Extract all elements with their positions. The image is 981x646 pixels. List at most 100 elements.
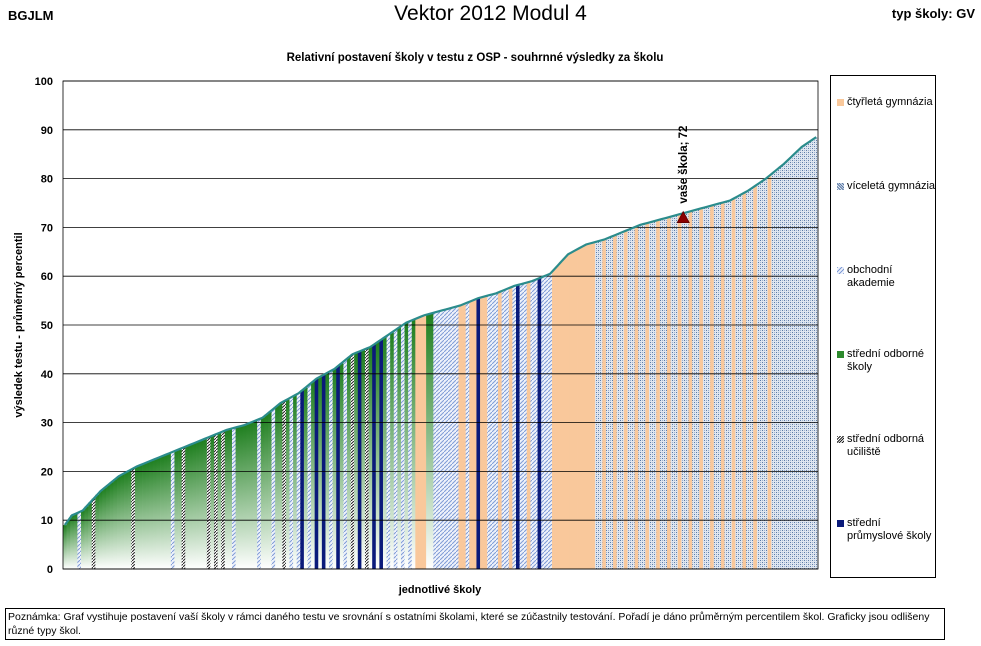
- bar-school-198: [771, 172, 776, 570]
- bar-school-157: [623, 230, 628, 569]
- bar-school-24: [145, 462, 150, 569]
- bar-school-86: [368, 346, 373, 569]
- bar-school-127: [516, 284, 520, 569]
- bar-school-189: [738, 194, 743, 569]
- bar-school-177: [695, 209, 700, 569]
- bar-school-52: [246, 423, 251, 569]
- legend-label-vicelet: víceletá gymnázia: [847, 180, 936, 192]
- bar-school-159: [631, 227, 635, 569]
- bar-school-14: [109, 482, 114, 569]
- legend-swatch-sps: [837, 520, 844, 527]
- bar-school-69: [307, 384, 312, 569]
- bar-school-169: [667, 217, 671, 569]
- bar-school-186: [728, 200, 733, 569]
- bar-school-115: [472, 299, 477, 569]
- bar-school-4: [73, 513, 78, 569]
- legend-label-sou: střední odborná učiliště: [847, 433, 925, 458]
- bar-school-176: [692, 210, 697, 569]
- bar-school-162: [641, 223, 646, 570]
- bar-school-51: [242, 425, 247, 569]
- bar-school-168: [663, 218, 668, 569]
- bar-school-170: [670, 216, 675, 569]
- bar-school-9: [91, 498, 96, 569]
- bar-school-76: [332, 368, 337, 569]
- bar-school-74: [325, 372, 330, 569]
- legend-label-sps: střední průmyslové školy: [847, 517, 932, 542]
- bar-school-26: [152, 459, 157, 569]
- bar-school-156: [620, 232, 625, 569]
- legend-swatch-ctyrleta: [837, 99, 844, 106]
- bar-school-8: [88, 502, 93, 569]
- bar-school-87: [372, 344, 377, 569]
- bar-school-55: [257, 419, 262, 569]
- bar-school-50: [239, 426, 244, 569]
- y-tick-90: 90: [41, 125, 53, 137]
- bar-school-48: [231, 427, 236, 569]
- bar-school-43: [214, 434, 218, 569]
- bar-school-197: [767, 175, 772, 570]
- bar-school-19: [127, 470, 132, 569]
- bar-school-131: [530, 281, 535, 569]
- bar-school-28: [160, 456, 165, 569]
- bar-school-49: [235, 426, 240, 569]
- bar-school-88: [375, 342, 380, 569]
- bar-school-153: [609, 236, 614, 570]
- bar-school-59: [271, 408, 276, 569]
- bar-school-145: [580, 246, 585, 569]
- bar-school-71: [314, 378, 319, 569]
- bar-school-6: [80, 510, 85, 569]
- bar-school-136: [548, 273, 553, 569]
- bar-school-58: [267, 411, 272, 569]
- bar-school-107: [444, 309, 449, 569]
- bar-school-185: [724, 201, 729, 570]
- bar-school-10: [95, 494, 100, 569]
- bar-school-22: [138, 465, 143, 569]
- bar-school-143: [573, 250, 578, 569]
- bar-school-100: [418, 316, 423, 569]
- legend-swatch-sou: [837, 436, 844, 443]
- bar-school-99: [415, 318, 420, 569]
- y-tick-100: 100: [35, 76, 53, 88]
- bar-school-3: [70, 515, 75, 569]
- bar-school-81: [350, 354, 355, 569]
- bar-school-105: [436, 311, 441, 569]
- bar-school-79: [343, 360, 348, 569]
- bar-school-72: [318, 376, 323, 569]
- bar-school-46: [224, 429, 229, 569]
- bar-school-45: [221, 431, 226, 569]
- bar-school-63: [285, 399, 290, 569]
- bar-school-61: [278, 403, 283, 569]
- bar-school-174: [684, 212, 689, 569]
- bar-school-192: [749, 188, 754, 570]
- bar-school-135: [544, 275, 549, 569]
- bar-school-67: [300, 390, 305, 569]
- bar-school-172: [677, 214, 682, 569]
- y-tick-60: 60: [41, 271, 53, 283]
- bar-school-161: [638, 224, 643, 569]
- y-tick-0: 0: [47, 564, 53, 576]
- bar-school-65: [293, 395, 298, 569]
- bar-school-132: [533, 279, 538, 569]
- bar-school-119: [487, 295, 492, 569]
- legend-label-ctyrleta: čtyřletá gymnázia: [847, 96, 933, 108]
- school-type: typ školy: GV: [891, 6, 975, 21]
- bar-school-160: [634, 226, 639, 570]
- bar-school-75: [329, 370, 333, 569]
- bar-school-122: [498, 291, 502, 569]
- bar-school-41: [206, 437, 211, 569]
- bar-school-171: [674, 215, 679, 569]
- bar-school-121: [494, 293, 499, 569]
- bar-school-151: [602, 239, 607, 569]
- legend-label-sos: střední odborné školy: [847, 348, 925, 373]
- y-axis-label: výsledek testu - průměrný percentil: [13, 232, 25, 417]
- bar-school-164: [649, 222, 653, 569]
- legend-label-obchodni: obchodní akademie: [847, 264, 895, 289]
- bar-school-25: [149, 460, 154, 569]
- y-tick-20: 20: [41, 466, 53, 478]
- bar-school-182: [713, 204, 718, 569]
- bar-school-173: [681, 213, 686, 569]
- bar-school-139: [559, 262, 564, 569]
- bar-school-103: [429, 313, 434, 569]
- bar-school-190: [742, 192, 747, 569]
- bar-school-118: [483, 296, 488, 569]
